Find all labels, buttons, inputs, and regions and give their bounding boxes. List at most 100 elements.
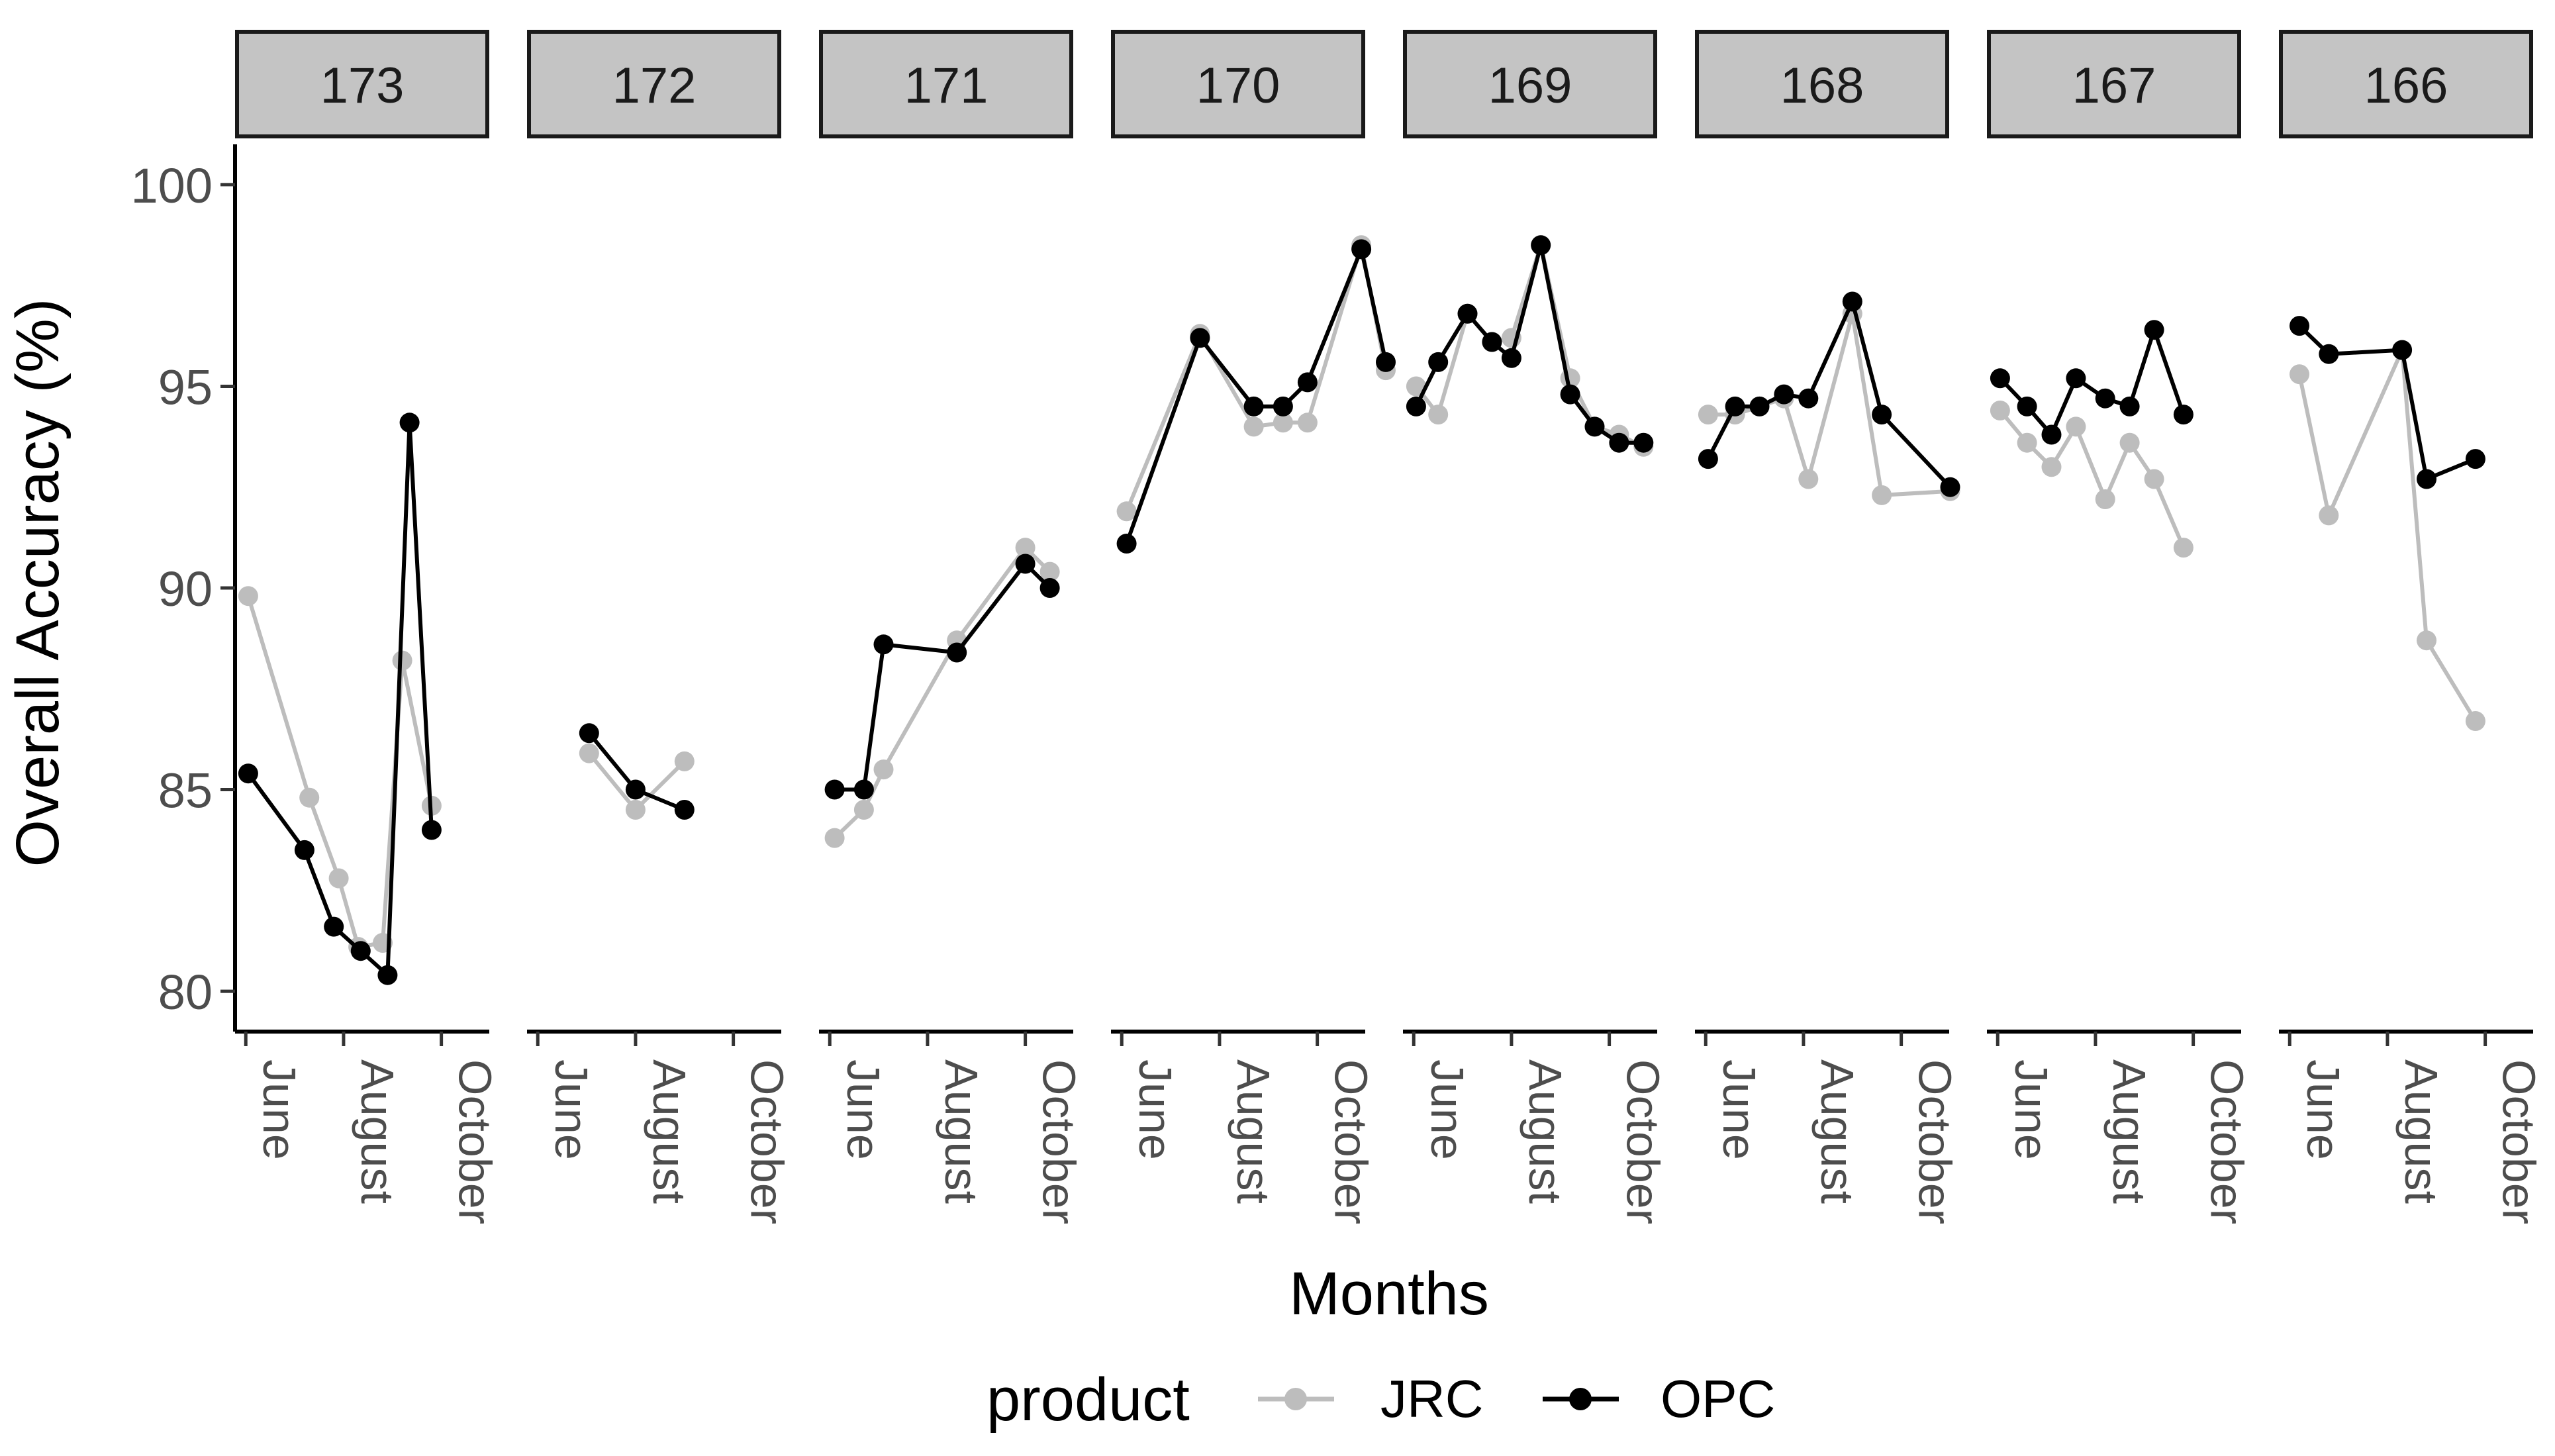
data-point-opc [1633, 432, 1654, 453]
legend-label-opc: OPC [1661, 1369, 1775, 1428]
x-tick-label: August [644, 1059, 695, 1204]
y-tick-label: 95 [158, 360, 213, 414]
data-point-jrc [625, 800, 646, 820]
y-tick-label: 90 [158, 561, 213, 616]
data-point-opc [2392, 340, 2413, 360]
legend-key-jrc-point [1284, 1388, 1307, 1410]
data-point-jrc [2417, 630, 2436, 651]
x-tick-label: October [1034, 1059, 1085, 1224]
data-point-opc [294, 840, 314, 860]
data-point-opc [377, 965, 398, 985]
x-tick-label: October [2493, 1059, 2545, 1224]
data-point-opc [1243, 396, 1264, 416]
x-tick-label: August [1811, 1059, 1863, 1204]
data-point-opc [1376, 352, 1396, 372]
facet-strips: 173 172 171 170 169 168 167 166 [235, 30, 2533, 138]
data-point-opc [1725, 396, 1745, 416]
data-point-opc [1039, 578, 1060, 598]
data-point-opc [2417, 469, 2436, 489]
data-point-opc [2095, 388, 2115, 409]
x-axis-title: Months [1289, 1260, 1489, 1328]
x-tick-label: June [2005, 1059, 2057, 1160]
facet-strip-173 [235, 30, 489, 138]
x-tick-label: August [352, 1059, 403, 1204]
y-tick-label: 100 [131, 158, 213, 213]
x-tick-label: June [1130, 1059, 1181, 1160]
data-point-opc [1560, 384, 1580, 405]
data-point-jrc [1798, 469, 1819, 489]
data-point-opc [873, 634, 894, 655]
series-line-jrc-169 [1414, 243, 1645, 449]
data-point-jrc [2465, 711, 2485, 731]
data-point-opc [824, 779, 845, 800]
facet-strip-label: 172 [612, 58, 697, 114]
facet-strip-170 [1111, 30, 1365, 138]
x-tick-label: August [936, 1059, 987, 1204]
data-point-jrc [2041, 457, 2062, 477]
data-point-opc [674, 800, 695, 820]
data-point-opc [324, 916, 344, 937]
x-tick-label: June [1422, 1059, 1473, 1160]
data-point-opc [1531, 235, 1551, 256]
data-point-jrc [299, 787, 320, 808]
x-tick-label: June [838, 1059, 889, 1160]
x-tick-label: October [1326, 1059, 1377, 1224]
data-point-opc [1351, 239, 1372, 260]
data-point-jrc [853, 800, 874, 820]
data-point-jrc [2319, 505, 2339, 526]
data-point-opc [2290, 316, 2309, 336]
data-point-opc [1584, 416, 1605, 437]
data-point-opc [2173, 405, 2193, 425]
data-point-opc [1482, 332, 1502, 352]
series-line-opc-173 [246, 420, 434, 977]
data-point-opc [1406, 396, 1426, 416]
x-tick-label: June [1713, 1059, 1765, 1160]
y-tick-label: 80 [158, 965, 213, 1020]
facet-strip-167 [1987, 30, 2241, 138]
data-point-jrc [1039, 561, 1060, 582]
data-point-jrc [579, 743, 599, 763]
data-point-jrc [2144, 469, 2164, 489]
data-point-opc [2041, 424, 2062, 445]
data-point-opc [853, 779, 874, 800]
data-point-jrc [674, 751, 695, 771]
data-point-opc [399, 413, 420, 433]
x-tick-label: August [2395, 1059, 2447, 1204]
data-point-opc [2465, 449, 2485, 469]
data-point-jrc [1015, 538, 1036, 558]
facet-strip-label: 170 [1196, 58, 1280, 114]
data-point-jrc [1297, 413, 1318, 433]
x-tick-label: August [1228, 1059, 1279, 1204]
facet-strip-label: 169 [1488, 58, 1572, 114]
x-tick-label: October [2201, 1059, 2253, 1224]
data-point-jrc [328, 868, 349, 889]
axes: 80 85 90 95 100 June August October June August Oc… [131, 144, 2545, 1224]
data-point-opc [350, 941, 371, 961]
data-point-opc [1774, 384, 1794, 405]
facet-strip-168 [1695, 30, 1949, 138]
data-point-jrc [1116, 501, 1137, 522]
data-point-jrc [1698, 405, 1718, 425]
data-point-jrc [1872, 485, 1892, 505]
legend-title: product [987, 1366, 1190, 1433]
data-point-opc [1872, 405, 1892, 425]
legend: product JRC OPC [987, 1366, 1775, 1433]
data-point-opc [2066, 368, 2086, 389]
facet-strip-label: 166 [2364, 58, 2448, 114]
x-tick-label: August [1519, 1059, 1571, 1204]
data-point-opc [1842, 291, 1862, 312]
data-point-opc [421, 820, 442, 840]
data-point-jrc [1243, 416, 1264, 437]
series-line-jrc-166 [2297, 348, 2478, 722]
data-point-opc [1798, 388, 1819, 409]
facet-strip-label: 173 [320, 58, 405, 114]
data-point-opc [1501, 348, 1521, 368]
data-point-jrc [1273, 413, 1293, 433]
data-point-opc [579, 723, 599, 744]
data-point-jrc [238, 586, 258, 607]
data-point-jrc [392, 650, 412, 671]
data-point-opc [1940, 477, 1960, 497]
data-point-jrc [1406, 376, 1426, 397]
facet-strip-label: 168 [1780, 58, 1864, 114]
